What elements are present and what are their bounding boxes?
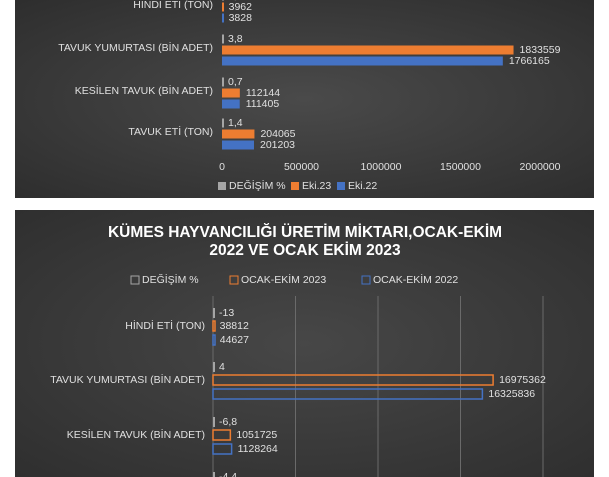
bar bbox=[222, 99, 240, 109]
value-label: 3962 bbox=[229, 1, 253, 13]
chart-background bbox=[15, 210, 594, 477]
value-label: 4 bbox=[219, 361, 225, 373]
bar bbox=[222, 56, 503, 66]
legend-label: OCAK-EKİM 2022 bbox=[373, 273, 458, 286]
x-tick-label: 1000000 bbox=[361, 161, 402, 173]
bar bbox=[212, 320, 216, 332]
bar bbox=[212, 429, 232, 441]
bar bbox=[222, 140, 254, 150]
value-label: 1,4 bbox=[228, 117, 243, 129]
bar bbox=[222, 129, 255, 139]
bar bbox=[222, 13, 224, 23]
chart-background bbox=[15, 0, 594, 198]
legend-swatch bbox=[291, 182, 299, 190]
value-label: 3828 bbox=[229, 12, 253, 24]
value-label: 0,7 bbox=[228, 76, 243, 88]
x-tick-label: 500000 bbox=[284, 161, 319, 173]
value-label: 16975362 bbox=[499, 374, 546, 386]
bar bbox=[222, 2, 224, 12]
value-label: 201203 bbox=[260, 139, 295, 151]
bar bbox=[212, 388, 484, 400]
bar bbox=[222, 45, 514, 55]
legend-label: DEĞİŞİM % bbox=[229, 179, 286, 192]
value-label: 1766165 bbox=[509, 55, 550, 67]
x-tick-label: 0 bbox=[219, 161, 225, 173]
value-label: 16325836 bbox=[488, 388, 535, 400]
value-label: 44627 bbox=[220, 334, 249, 346]
value-label: 204065 bbox=[260, 128, 295, 140]
x-tick-label: 2000000 bbox=[520, 161, 561, 173]
value-label: 111405 bbox=[246, 98, 280, 110]
value-label: 1833559 bbox=[520, 44, 561, 56]
category-label: HİNDİ ETİ (TON) bbox=[133, 0, 213, 11]
bar bbox=[222, 77, 224, 87]
value-label: 3,8 bbox=[228, 33, 243, 45]
x-tick-label: 1500000 bbox=[440, 161, 481, 173]
legend-label: Eki.23 bbox=[302, 180, 331, 192]
chart-title: KÜMES HAYVANCILIĞI ÜRETİM MİKTARI,OCAK-E… bbox=[107, 224, 503, 259]
bar bbox=[212, 443, 233, 455]
value-label: 1128264 bbox=[238, 443, 278, 455]
legend-label: DEĞİŞİM % bbox=[142, 273, 199, 286]
legend-swatch bbox=[218, 182, 226, 190]
category-label: KESİLEN TAVUK (BİN ADET) bbox=[75, 84, 213, 97]
bar bbox=[212, 374, 494, 386]
value-label: 1051725 bbox=[236, 429, 277, 441]
value-label: -13 bbox=[219, 307, 234, 319]
legend-swatch bbox=[361, 275, 371, 285]
bar bbox=[222, 88, 240, 98]
value-label: -4,4 bbox=[219, 471, 237, 477]
legend-label: OCAK-EKİM 2023 bbox=[241, 273, 326, 286]
legend-label: Eki.22 bbox=[348, 180, 377, 192]
legend-swatch bbox=[130, 275, 140, 285]
value-label: 38812 bbox=[220, 320, 249, 332]
bar bbox=[212, 334, 216, 346]
bar bbox=[222, 118, 224, 128]
bar bbox=[212, 417, 215, 427]
bar bbox=[222, 0, 224, 1]
bar bbox=[222, 34, 224, 44]
value-label: 3,5 bbox=[228, 0, 243, 2]
value-label: -6,8 bbox=[219, 416, 237, 428]
category-label: TAVUK ETİ (TON) bbox=[128, 125, 213, 138]
bar bbox=[212, 472, 215, 477]
value-label: 112144 bbox=[246, 87, 280, 99]
category-label: HİNDİ ETİ (TON) bbox=[125, 319, 205, 332]
bar bbox=[213, 362, 215, 372]
category-label: TAVUK YUMURTASI (BİN ADET) bbox=[58, 41, 213, 54]
category-label: KESİLEN TAVUK (BİN ADET) bbox=[67, 428, 205, 441]
legend-swatch bbox=[229, 275, 239, 285]
category-label: TAVUK YUMURTASI (BİN ADET) bbox=[50, 373, 205, 386]
bar bbox=[212, 308, 215, 318]
legend-swatch bbox=[337, 182, 345, 190]
